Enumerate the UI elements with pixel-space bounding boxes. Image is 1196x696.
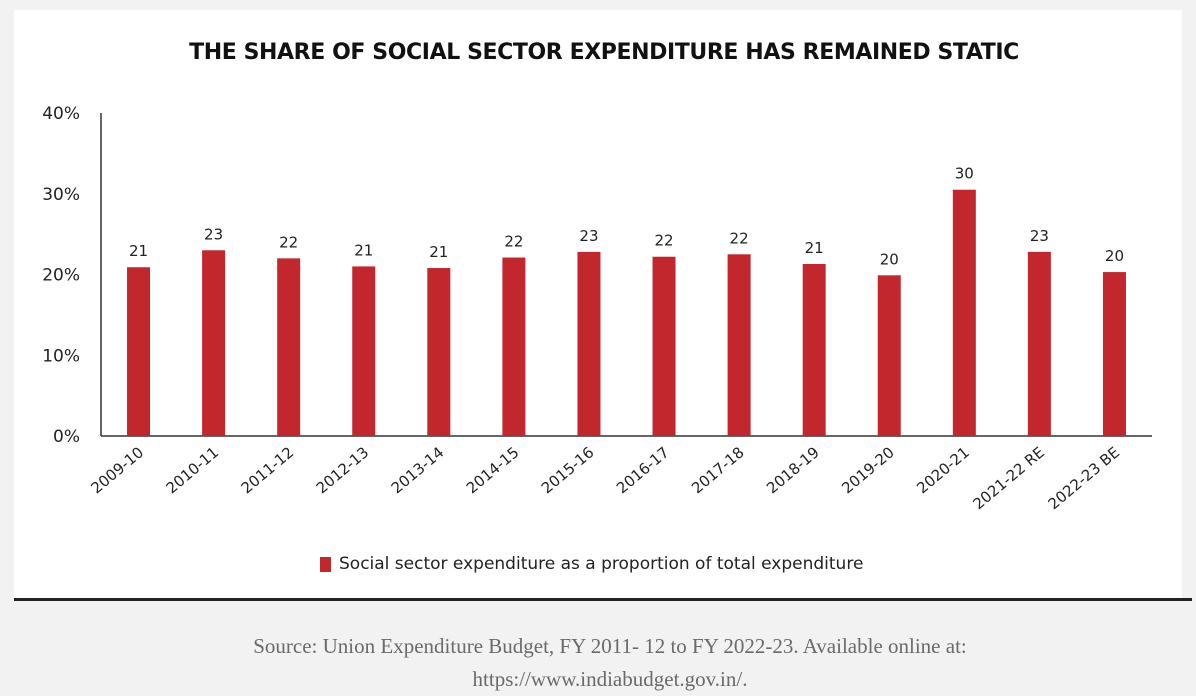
x-tick-label: 2019-20 <box>838 443 898 497</box>
x-tick-label: 2020-21 <box>913 443 973 497</box>
bar-value-label: 21 <box>429 243 448 261</box>
bar <box>427 268 451 436</box>
bar <box>502 257 526 436</box>
legend-swatch <box>320 556 331 572</box>
y-tick-label: 40% <box>42 104 80 124</box>
bar <box>802 264 826 436</box>
x-tick-label: 2009-10 <box>88 443 148 497</box>
x-tick-label: 2015-16 <box>538 443 598 497</box>
x-tick-label: 2016-17 <box>613 443 673 497</box>
bar <box>727 254 751 436</box>
bar <box>277 258 301 436</box>
bar-value-label: 21 <box>129 242 148 260</box>
bar <box>1027 251 1051 436</box>
x-tick-label: 2013-14 <box>388 443 448 497</box>
bar-value-label: 23 <box>1030 227 1049 245</box>
x-tick-label: 2021-22 RE <box>969 443 1047 513</box>
bar-value-label: 21 <box>805 239 824 257</box>
bar <box>127 267 151 436</box>
bar <box>652 256 676 436</box>
source-url[interactable]: https://www.indiabudget.gov.in/. <box>472 667 748 691</box>
legend-label: Social sector expenditure as a proportio… <box>339 554 864 574</box>
y-tick-label: 10% <box>42 346 80 366</box>
y-tick-label: 20% <box>42 266 80 286</box>
bar-value-label: 30 <box>955 165 974 183</box>
x-tick-label: 2010-11 <box>163 443 223 497</box>
bar-value-label: 20 <box>880 250 899 268</box>
bar-value-label: 22 <box>654 232 673 250</box>
divider <box>14 598 1192 601</box>
y-tick-label: 30% <box>42 185 80 205</box>
bar <box>202 250 226 436</box>
x-tick-label: 2012-13 <box>313 443 373 497</box>
bar <box>352 266 376 436</box>
x-tick-label: 2014-15 <box>463 443 523 497</box>
source-note: Source: Union Expenditure Budget, FY 201… <box>0 630 1196 696</box>
bar <box>877 275 901 436</box>
bar-value-label: 20 <box>1105 247 1124 265</box>
bar-value-label: 23 <box>579 227 598 245</box>
bar <box>952 189 976 436</box>
x-tick-label: 2018-19 <box>763 443 823 497</box>
chart-legend: Social sector expenditure as a proportio… <box>320 552 863 576</box>
chart-title: THE SHARE OF SOCIAL SECTOR EXPENDITURE H… <box>189 40 1019 65</box>
bar-value-label: 23 <box>204 225 223 243</box>
bar-value-label: 22 <box>279 233 298 251</box>
y-tick-label: 0% <box>53 427 80 447</box>
bar-chart: 0% 10% 20% 30% 40% 21 2009-10 23 2010-11 22 2011-1… <box>42 104 1152 513</box>
bar-value-label: 22 <box>504 233 523 251</box>
x-tick-label: 2022-23 BE <box>1045 443 1123 513</box>
bar-value-label: 22 <box>730 229 749 247</box>
bar <box>577 251 601 436</box>
source-line-1: Source: Union Expenditure Budget, FY 201… <box>253 634 967 658</box>
bar <box>1102 272 1126 436</box>
x-tick-label: 2011-12 <box>238 443 298 497</box>
bar-value-label: 21 <box>354 241 373 259</box>
x-tick-label: 2017-18 <box>688 443 748 497</box>
